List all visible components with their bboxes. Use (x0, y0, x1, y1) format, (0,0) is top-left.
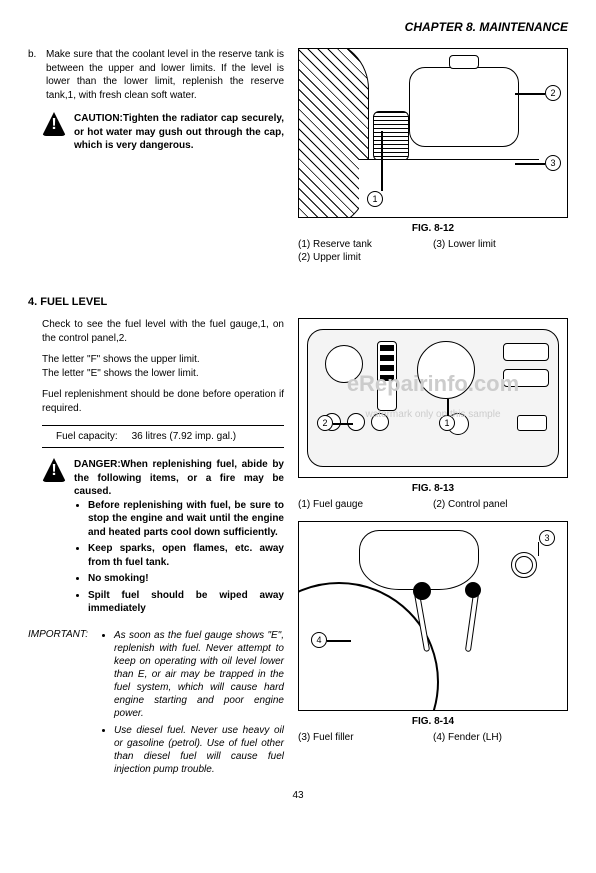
fig814-label-4: (4) Fender (LH) (433, 731, 568, 744)
danger-bullet-1: Keep sparks, open flames, etc. away from… (88, 542, 284, 569)
callout-2: 2 (317, 415, 333, 431)
fuel-p2: The letter "F" shows the upper limit. (42, 353, 284, 367)
danger-box: DANGER:When replenishing fuel, abide by … (42, 458, 284, 619)
warning-triangle-icon (42, 112, 66, 136)
fig814-label-3: (3) Fuel filler (298, 731, 433, 744)
fig812-label-blank (433, 251, 568, 264)
fig812-label-1: (1) Reserve tank (298, 238, 433, 251)
fig-8-14-caption: FIG. 8-14 (298, 716, 568, 727)
page-number: 43 (28, 790, 568, 801)
warning-triangle-icon (42, 458, 66, 482)
important-label: IMPORTANT: (28, 629, 96, 780)
fuel-p3: The letter "E" shows the lower limit. (42, 367, 284, 381)
item-b: b. Make sure that the coolant level in t… (28, 48, 284, 102)
fuel-p1: Check to see the fuel level with the fue… (42, 318, 284, 345)
fig-8-14-labels: (3) Fuel filler (4) Fender (LH) (298, 731, 568, 744)
danger-bullet-3: Spilt fuel should be wiped away immediat… (88, 589, 284, 616)
chapter-header: CHAPTER 8. MAINTENANCE (28, 20, 568, 34)
fig812-label-2: (2) Upper limit (298, 251, 433, 264)
fig813-label-1: (1) Fuel gauge (298, 498, 433, 511)
figure-8-13: eRepairinfo.com watermark only on this s… (298, 318, 568, 478)
fig-8-12-labels: (1) Reserve tank (3) Lower limit (2) Upp… (298, 238, 568, 264)
fuel-spec-label: Fuel capacity: (56, 431, 118, 442)
fig812-label-3: (3) Lower limit (433, 238, 568, 251)
item-b-text: Make sure that the coolant level in the … (46, 48, 284, 102)
fuel-spec-value: 36 litres (7.92 imp. gal.) (132, 431, 237, 442)
fig-8-12-caption: FIG. 8-12 (298, 223, 568, 234)
fig-8-13-caption: FIG. 8-13 (298, 483, 568, 494)
important-block: IMPORTANT: As soon as the fuel gauge sho… (28, 629, 284, 780)
danger-label: DANGER: (74, 459, 121, 470)
caution-label: CAUTION: (74, 113, 123, 124)
callout-1: 1 (367, 191, 383, 207)
fuel-spec-row: Fuel capacity: 36 litres (7.92 imp. gal.… (42, 425, 284, 448)
fig-8-13-labels: (1) Fuel gauge (2) Control panel (298, 498, 568, 511)
item-b-marker: b. (28, 48, 40, 102)
callout-4: 4 (311, 632, 327, 648)
danger-list: Before replenishing with fuel, be sure t… (88, 499, 284, 616)
danger-bullet-0: Before replenishing with fuel, be sure t… (88, 499, 284, 540)
important-list: As soon as the fuel gauge shows "E", rep… (114, 629, 284, 780)
callout-1: 1 (439, 415, 455, 431)
callout-3: 3 (539, 530, 555, 546)
callout-2: 2 (545, 85, 561, 101)
figure-8-12: 1 2 3 (298, 48, 568, 218)
danger-bullet-2: No smoking! (88, 572, 284, 586)
figure-8-14: 3 4 (298, 521, 568, 711)
section-4-head: 4. FUEL LEVEL (28, 296, 568, 308)
important-bullet-1: Use diesel fuel. Never use heavy oil or … (114, 724, 284, 776)
fuel-p4: Fuel replenishment should be done before… (42, 388, 284, 415)
fig813-label-2: (2) Control panel (433, 498, 568, 511)
callout-3: 3 (545, 155, 561, 171)
caution-box: CAUTION:Tighten the radiator cap securel… (42, 112, 284, 153)
important-bullet-0: As soon as the fuel gauge shows "E", rep… (114, 629, 284, 720)
